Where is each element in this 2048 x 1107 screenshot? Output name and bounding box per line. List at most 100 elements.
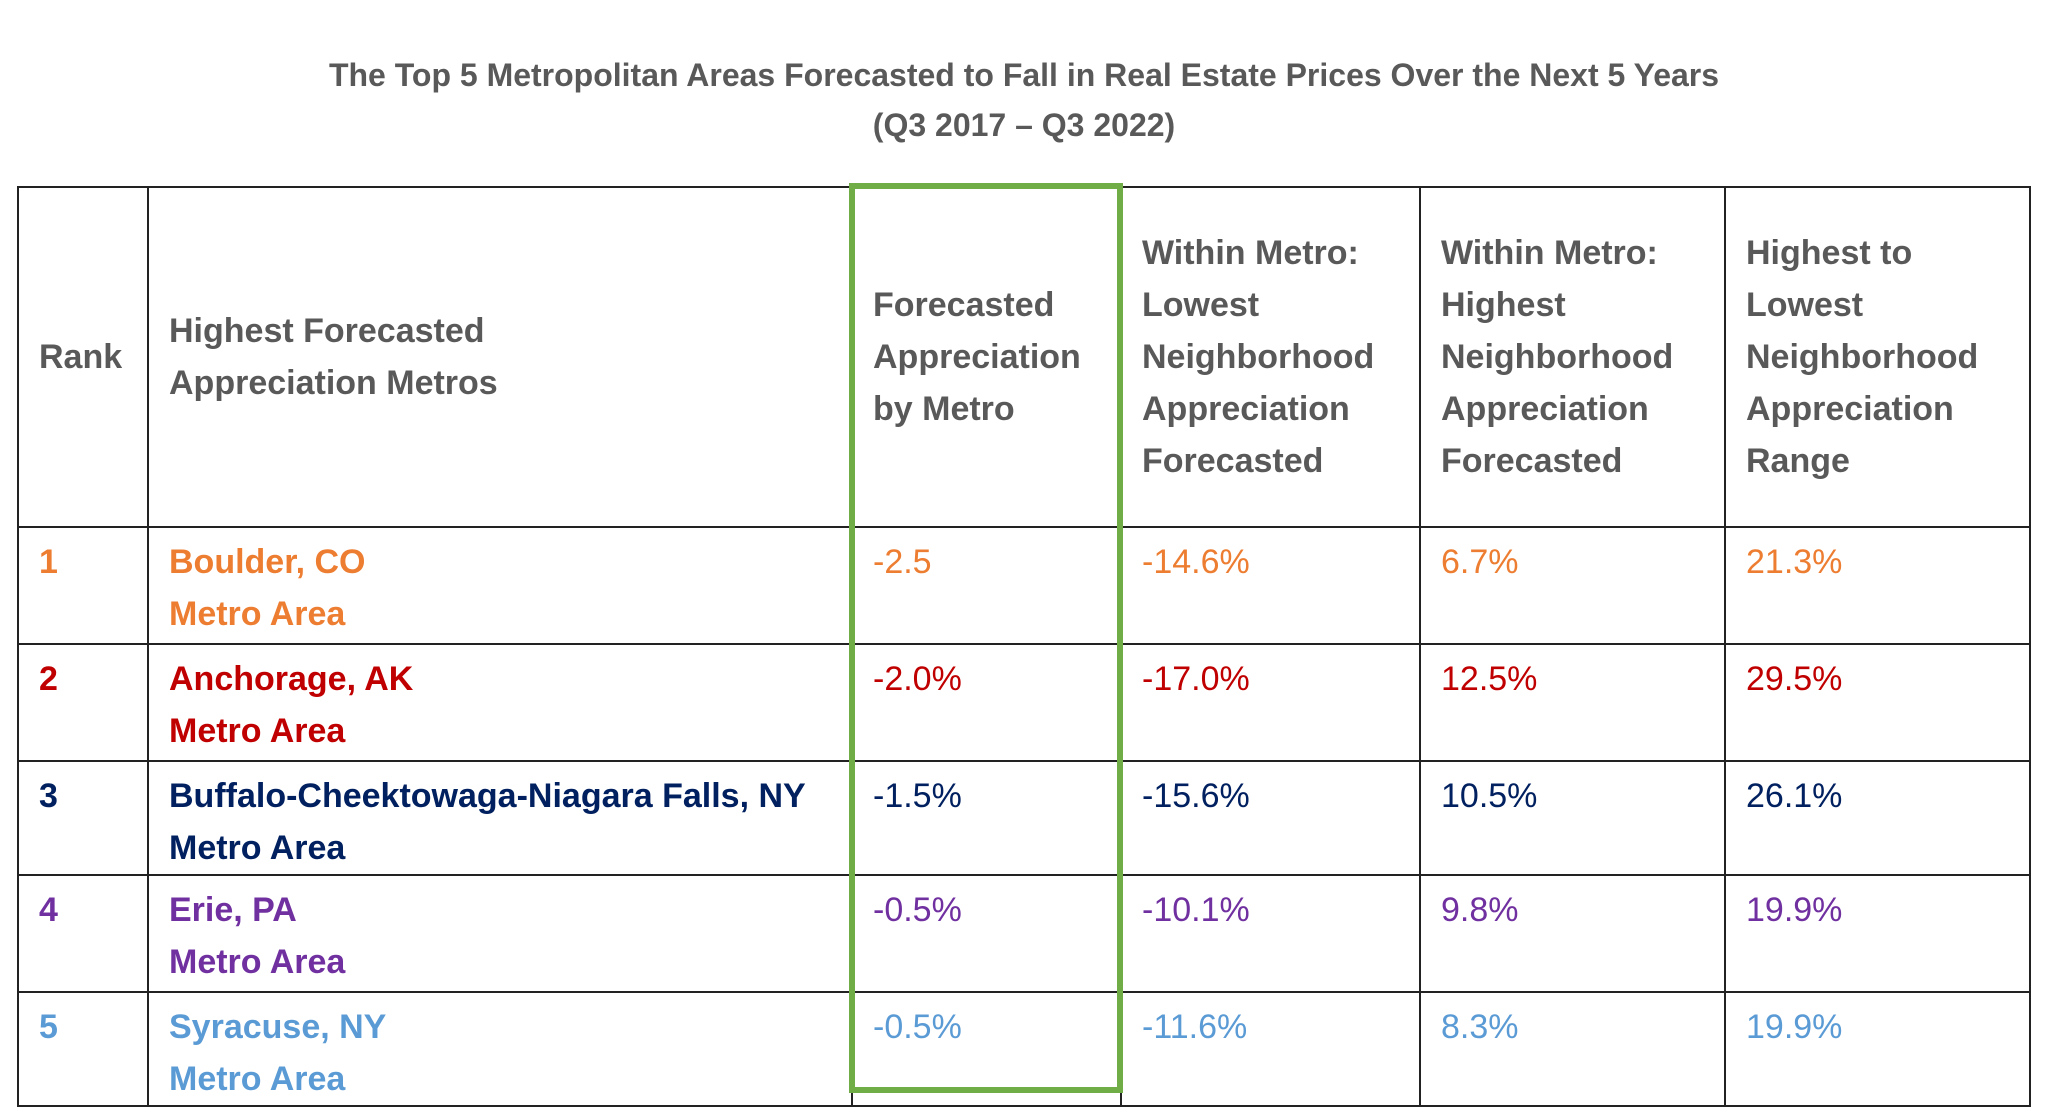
column-header-highest-neighborhood: Within Metro: Highest Neighborhood Apprecia… (1419, 186, 1726, 528)
highest-cell-text: 12.5% (1441, 660, 1538, 698)
highest-cell-text: 9.8% (1441, 891, 1519, 929)
rank-cell: 2 (17, 643, 149, 762)
header-line: Range (1746, 442, 1850, 480)
range-cell: 29.5% (1724, 643, 2031, 762)
metro-cell: Erie, PA Metro Area (147, 874, 853, 993)
rank-cell-text: 4 (39, 891, 58, 929)
rank-cell: 3 (17, 760, 149, 876)
metro-appreciation-cell-text: -2.5 (873, 543, 932, 581)
header-line: Appreciation (1142, 390, 1350, 428)
header-line: Lowest (1746, 286, 1864, 324)
table-row: 1 Boulder, CO Metro Area -2.5 -14.6% 6.7% 21.3… (17, 526, 2031, 645)
header-line: Appreciation (1746, 390, 1954, 428)
table-row: 4 Erie, PA Metro Area -0.5% -10.1% 9.8% 19.9% (17, 874, 2031, 993)
metro-appreciation-cell: -2.0% (851, 643, 1122, 762)
highest-cell: 8.3% (1419, 991, 1726, 1107)
range-cell-text: 19.9% (1746, 891, 1843, 929)
header-row: Rank Highest Forecasted Appreciation Metro… (17, 186, 2031, 528)
range-cell-text: 26.1% (1746, 777, 1843, 815)
rank-cell-text: 5 (39, 1008, 58, 1046)
lowest-cell-text: -17.0% (1142, 660, 1250, 698)
highest-cell-text: 6.7% (1441, 543, 1519, 581)
header-line: Neighborhood (1746, 338, 1979, 376)
header-line: Highest to (1746, 234, 1913, 272)
table-row: 2 Anchorage, AK Metro Area -2.0% -17.0% 12.5%… (17, 643, 2031, 762)
range-cell: 19.9% (1724, 874, 2031, 993)
column-header-metro-appreciation: Forecasted Appreciation by Metro (851, 186, 1122, 528)
range-cell: 21.3% (1724, 526, 2031, 645)
lowest-cell-text: -10.1% (1142, 891, 1250, 929)
header-line: Forecasted (873, 286, 1055, 324)
lowest-cell: -10.1% (1120, 874, 1421, 993)
lowest-cell-text: -11.6% (1142, 1008, 1248, 1046)
rank-cell: 4 (17, 874, 149, 993)
metro-appreciation-cell: -0.5% (851, 874, 1122, 993)
header-line: Neighborhood (1441, 338, 1674, 376)
highest-cell: 9.8% (1419, 874, 1726, 993)
rank-cell: 1 (17, 526, 149, 645)
rank-cell-text: 2 (39, 660, 58, 698)
lowest-cell-text: -14.6% (1142, 543, 1250, 581)
metro-cell-text: Buffalo-Cheektowaga-Niagara Falls, NY (169, 777, 806, 815)
rank-cell-text: 3 (39, 777, 58, 815)
metro-cell: Syracuse, NY Metro Area (147, 991, 853, 1107)
lowest-cell: -14.6% (1120, 526, 1421, 645)
range-cell-text: 29.5% (1746, 660, 1843, 698)
column-header-lowest-neighborhood: Within Metro: Lowest Neighborhood Appreciat… (1120, 186, 1421, 528)
header-line: Appreciation (873, 338, 1081, 376)
metro-cell-text: Boulder, CO (169, 543, 366, 581)
page-title: The Top 5 Metropolitan Areas Forecasted … (0, 50, 2048, 150)
header-line: Highest (1441, 286, 1566, 324)
metro-appreciation-cell-text: -0.5% (873, 891, 962, 929)
metro-cell-text: Metro Area (169, 712, 346, 750)
lowest-cell: -11.6% (1120, 991, 1421, 1107)
header-line: Lowest (1142, 286, 1260, 324)
metro-cell: Anchorage, AK Metro Area (147, 643, 853, 762)
highest-cell-text: 8.3% (1441, 1008, 1519, 1046)
metro-cell-text: Metro Area (169, 595, 346, 633)
metro-cell-text: Erie, PA (169, 891, 297, 929)
header-line: Neighborhood (1142, 338, 1375, 376)
header-line: Within Metro: (1441, 234, 1658, 272)
range-cell-text: 21.3% (1746, 543, 1843, 581)
metro-appreciation-cell-text: -0.5% (873, 1008, 962, 1046)
table-row: 5 Syracuse, NY Metro Area -0.5% -11.6% 8.3% 19… (17, 991, 2031, 1107)
highest-cell: 10.5% (1419, 760, 1726, 876)
rank-cell-text: 1 (39, 543, 58, 581)
metro-cell: Boulder, CO Metro Area (147, 526, 853, 645)
header-line: Appreciation Metros (169, 364, 498, 402)
range-cell: 19.9% (1724, 991, 2031, 1107)
metro-appreciation-cell-text: -1.5% (873, 777, 962, 815)
header-line: Within Metro: (1142, 234, 1359, 272)
lowest-cell: -17.0% (1120, 643, 1421, 762)
column-header-metro: Highest Forecasted Appreciation Metros (147, 186, 853, 528)
lowest-cell-text: -15.6% (1142, 777, 1250, 815)
metro-cell-text: Metro Area (169, 829, 346, 867)
metro-cell-text: Anchorage, AK (169, 660, 414, 698)
header-line: by Metro (873, 390, 1015, 428)
range-cell: 26.1% (1724, 760, 2031, 876)
title-line-2: (Q3 2017 – Q3 2022) (872, 107, 1176, 143)
metro-appreciation-cell: -1.5% (851, 760, 1122, 876)
metro-cell-text: Metro Area (169, 1060, 346, 1098)
metro-cell: Buffalo-Cheektowaga-Niagara Falls, NY Met… (147, 760, 853, 876)
highest-cell-text: 10.5% (1441, 777, 1538, 815)
metro-cell-text: Syracuse, NY (169, 1008, 387, 1046)
header-line: Forecasted (1142, 442, 1324, 480)
header-line: Forecasted (1441, 442, 1623, 480)
range-cell-text: 19.9% (1746, 1008, 1843, 1046)
metro-appreciation-cell: -2.5 (851, 526, 1122, 645)
table-row: 3 Buffalo-Cheektowaga-Niagara Falls, NY Me… (17, 760, 2031, 876)
column-header-range: Highest to Lowest Neighborhood Appreciation… (1724, 186, 2031, 528)
metro-appreciation-cell: -0.5% (851, 991, 1122, 1107)
title-line-1: The Top 5 Metropolitan Areas Forecasted … (328, 57, 1720, 93)
metro-forecast-table: Rank Highest Forecasted Appreciation Metro… (17, 186, 2031, 1107)
metro-appreciation-cell-text: -2.0% (873, 660, 962, 698)
metro-cell-text: Metro Area (169, 943, 346, 981)
rank-cell: 5 (17, 991, 149, 1107)
lowest-cell: -15.6% (1120, 760, 1421, 876)
highest-cell: 12.5% (1419, 643, 1726, 762)
highest-cell: 6.7% (1419, 526, 1726, 645)
column-header-rank: Rank (17, 186, 149, 528)
header-line: Highest Forecasted (169, 312, 485, 350)
